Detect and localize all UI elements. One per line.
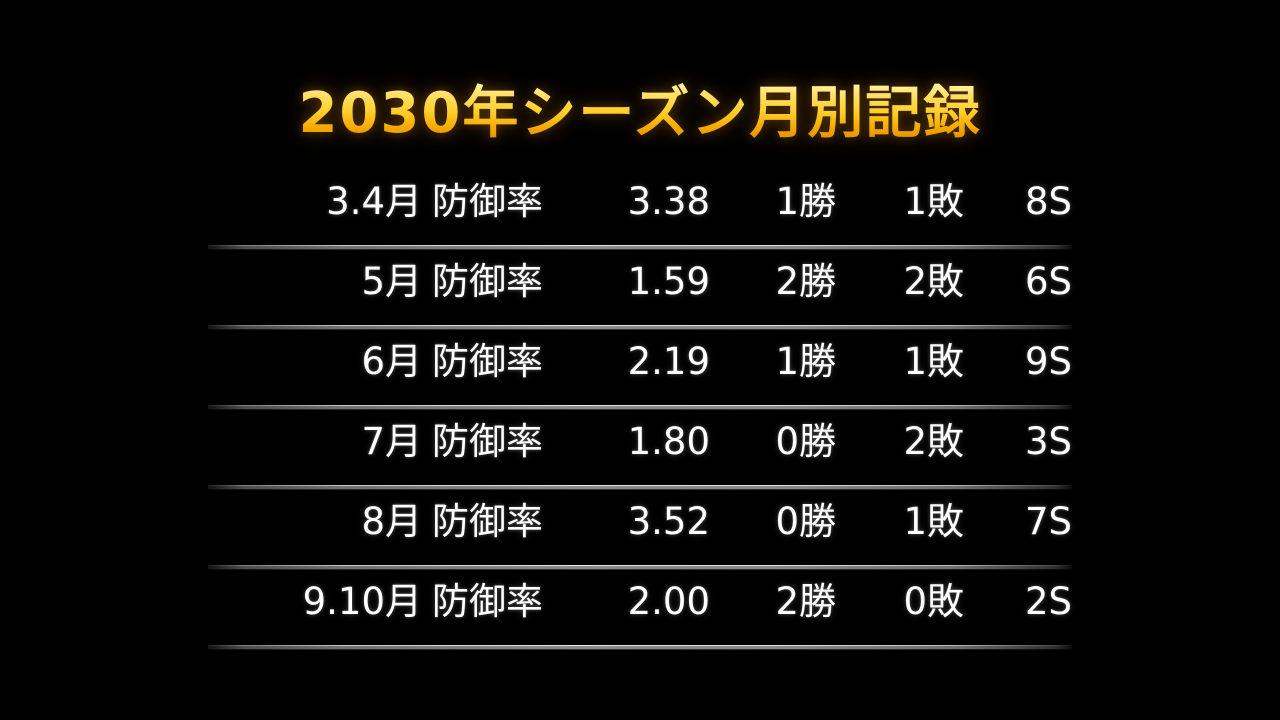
- era-value-cell: 3.38: [627, 179, 710, 223]
- era-label-cell: 防御率: [432, 499, 543, 543]
- divider-edge-top: [208, 325, 1072, 326]
- row-divider: [208, 325, 1072, 330]
- losses-cell: 2敗: [903, 419, 964, 463]
- divider-body: [208, 646, 1072, 649]
- losses-cell: 0敗: [903, 579, 964, 623]
- table-row-cells: 9.10月 防御率 2.00 2勝 0敗 2S: [208, 570, 1072, 630]
- losses-cell: 1敗: [903, 179, 964, 223]
- row-divider: [208, 405, 1072, 410]
- era-value-cell: 3.52: [627, 499, 710, 543]
- table-row: 7月 防御率 1.80 0勝 2敗 3S: [208, 410, 1072, 490]
- divider-edge-top: [208, 485, 1072, 486]
- table-row-cells: 7月 防御率 1.80 0勝 2敗 3S: [208, 410, 1072, 470]
- era-value-cell: 2.19: [627, 339, 710, 383]
- row-divider: [208, 645, 1072, 650]
- table-row: 5月 防御率 1.59 2勝 2敗 6S: [208, 250, 1072, 330]
- wins-cell: 0勝: [775, 499, 836, 543]
- month-cell: 6月: [361, 339, 422, 383]
- divider-edge-bottom: [208, 649, 1072, 650]
- wins-cell: 0勝: [775, 419, 836, 463]
- era-label-cell: 防御率: [432, 259, 543, 303]
- table-row: 8月 防御率 3.52 0勝 1敗 7S: [208, 490, 1072, 570]
- saves-cell: 3S: [1024, 419, 1072, 463]
- divider-edge-bottom: [208, 409, 1072, 410]
- title-container: 2030年シーズン月別記録: [0, 44, 1280, 183]
- losses-cell: 2敗: [903, 259, 964, 303]
- table-row: 3.4月 防御率 3.38 1勝 1敗 8S: [208, 170, 1072, 250]
- saves-cell: 9S: [1024, 339, 1072, 383]
- monthly-stats-table: 3.4月 防御率 3.38 1勝 1敗 8S 5月 防御率 1.59 2勝 2敗 6S 6月 防御率 2.1…: [208, 170, 1072, 650]
- table-row-cells: 8月 防御率 3.52 0勝 1敗 7S: [208, 490, 1072, 550]
- divider-body: [208, 406, 1072, 409]
- month-cell: 9.10月: [302, 579, 422, 623]
- losses-cell: 1敗: [903, 499, 964, 543]
- row-divider: [208, 565, 1072, 570]
- divider-edge-bottom: [208, 329, 1072, 330]
- era-value-cell: 2.00: [627, 579, 710, 623]
- saves-cell: 8S: [1024, 179, 1072, 223]
- table-row: 9.10月 防御率 2.00 2勝 0敗 2S: [208, 570, 1072, 650]
- table-row: 6月 防御率 2.19 1勝 1敗 9S: [208, 330, 1072, 410]
- losses-cell: 1敗: [903, 339, 964, 383]
- era-label-cell: 防御率: [432, 179, 543, 223]
- page-title: 2030年シーズン月別記録: [298, 80, 982, 146]
- wins-cell: 2勝: [775, 579, 836, 623]
- table-row-cells: 6月 防御率 2.19 1勝 1敗 9S: [208, 330, 1072, 390]
- month-cell: 5月: [361, 259, 422, 303]
- month-cell: 3.4月: [326, 179, 422, 223]
- saves-cell: 6S: [1024, 259, 1072, 303]
- divider-edge-top: [208, 405, 1072, 406]
- era-label-cell: 防御率: [432, 419, 543, 463]
- divider-edge-bottom: [208, 249, 1072, 250]
- era-label-cell: 防御率: [432, 339, 543, 383]
- row-divider: [208, 485, 1072, 490]
- wins-cell: 2勝: [775, 259, 836, 303]
- divider-edge-bottom: [208, 489, 1072, 490]
- divider-body: [208, 486, 1072, 489]
- saves-cell: 7S: [1024, 499, 1072, 543]
- era-value-cell: 1.80: [627, 419, 710, 463]
- wins-cell: 1勝: [775, 179, 836, 223]
- month-cell: 7月: [361, 419, 422, 463]
- era-value-cell: 1.59: [627, 259, 710, 303]
- row-divider: [208, 245, 1072, 250]
- table-row-cells: 5月 防御率 1.59 2勝 2敗 6S: [208, 250, 1072, 310]
- divider-edge-top: [208, 645, 1072, 646]
- month-cell: 8月: [361, 499, 422, 543]
- divider-edge-bottom: [208, 569, 1072, 570]
- divider-edge-top: [208, 565, 1072, 566]
- divider-edge-top: [208, 245, 1072, 246]
- divider-body: [208, 246, 1072, 249]
- era-label-cell: 防御率: [432, 579, 543, 623]
- wins-cell: 1勝: [775, 339, 836, 383]
- saves-cell: 2S: [1024, 579, 1072, 623]
- table-row-cells: 3.4月 防御率 3.38 1勝 1敗 8S: [208, 170, 1072, 230]
- divider-body: [208, 566, 1072, 569]
- divider-body: [208, 326, 1072, 329]
